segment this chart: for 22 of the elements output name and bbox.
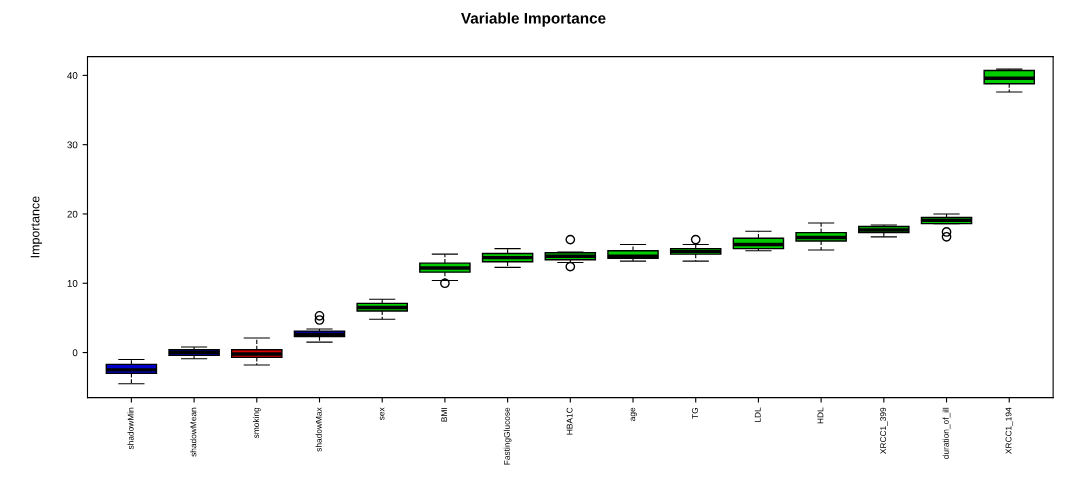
y-tick-label: 40 — [67, 72, 78, 79]
x-tick-label: XRCC1_194 — [1005, 407, 1014, 454]
x-tick-label: XRCC1_399 — [880, 407, 888, 454]
chart-title: Variable Importance — [461, 12, 606, 27]
x-tick-label: smoking — [252, 407, 261, 439]
x-tick-label: shadowMean — [190, 407, 197, 457]
x-tick-label: HBA1C — [566, 407, 573, 435]
y-tick-label: 0 — [72, 349, 78, 357]
x-tick-label: TG — [692, 407, 698, 419]
x-tick-label: shadowMin — [127, 407, 134, 450]
x-tick-label: LDL — [754, 407, 761, 422]
x-tick-label: FastingGlucose — [503, 407, 512, 465]
x-tick-label: HDL — [817, 407, 824, 424]
x-tick-label: BMI — [441, 408, 448, 422]
x-tick-label: shadowMax — [315, 407, 322, 452]
x-tick-label: age — [630, 407, 637, 421]
y-tick-label: 20 — [67, 210, 78, 218]
x-tick-label: duration_of_ill — [942, 407, 951, 459]
y-axis-title: Importance — [30, 196, 42, 258]
x-tick-label: sex — [379, 407, 385, 421]
y-tick-label: 30 — [67, 141, 78, 149]
y-tick-label: 10 — [67, 279, 78, 287]
